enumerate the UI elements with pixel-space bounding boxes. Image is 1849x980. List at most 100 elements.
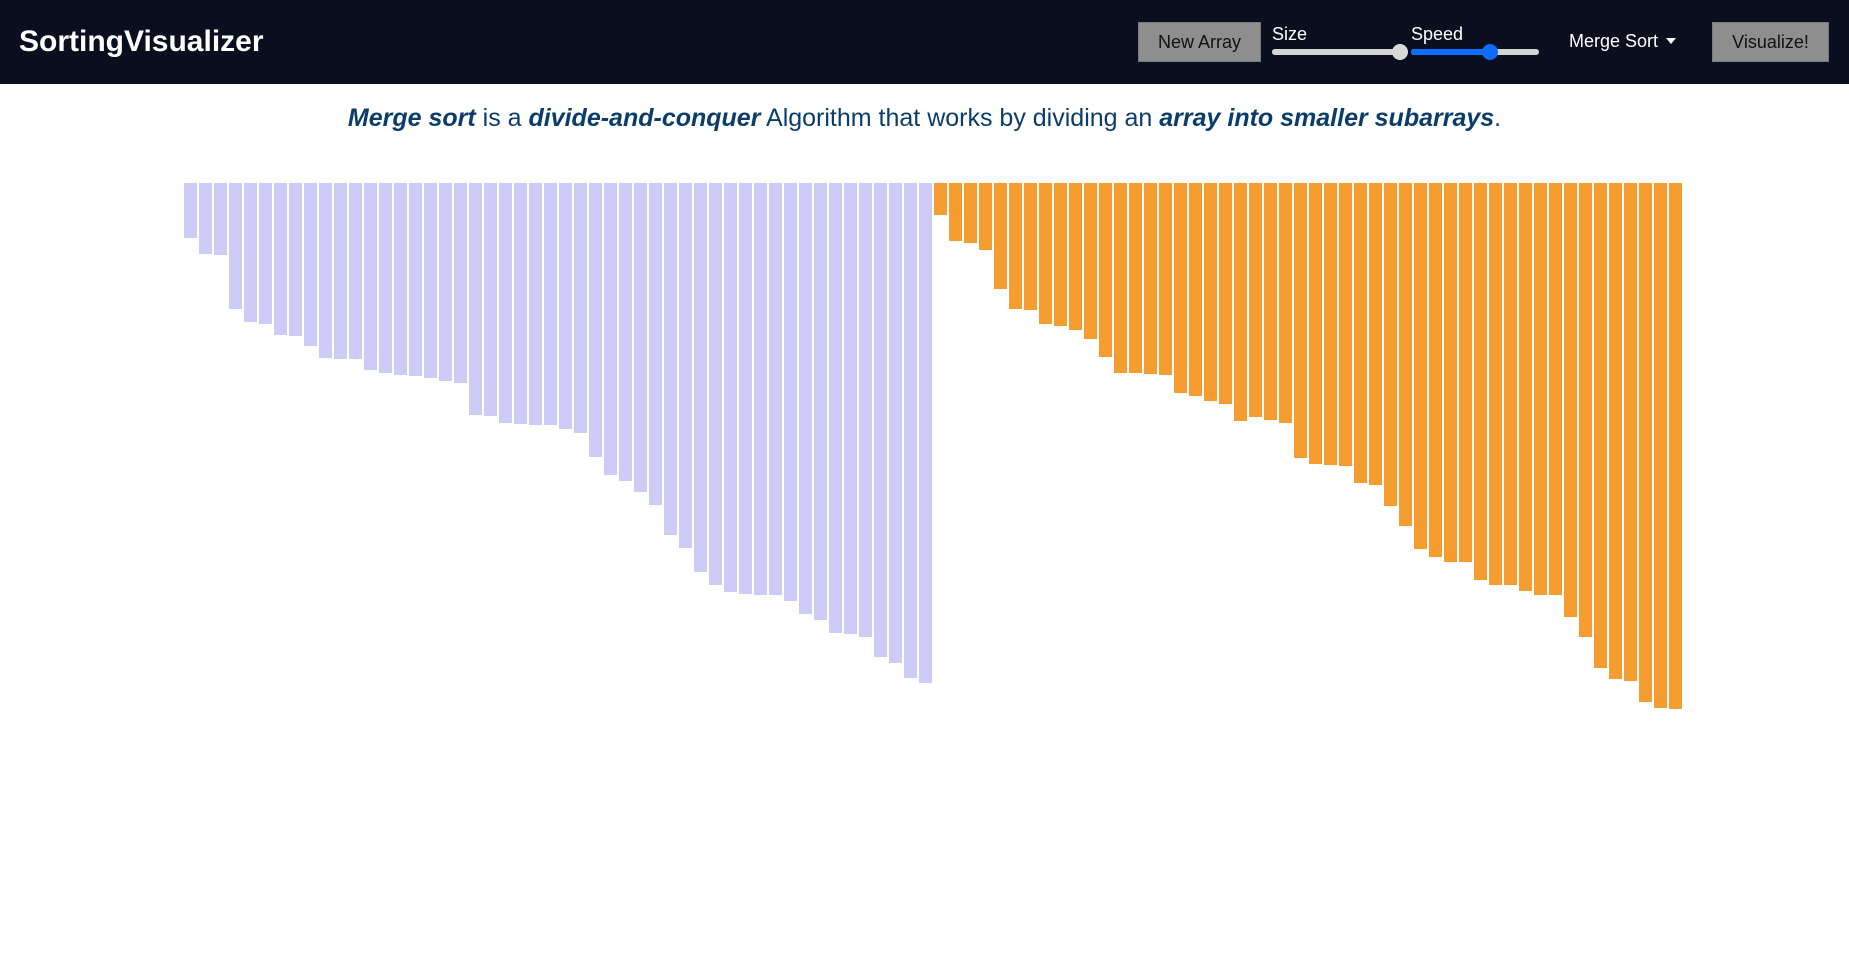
array-bar: [1054, 183, 1067, 326]
array-bar: [619, 183, 632, 481]
array-bar: [664, 183, 677, 535]
brand-title[interactable]: SortingVisualizer: [19, 25, 264, 58]
navbar: SortingVisualizer New Array Size Speed M…: [0, 0, 1849, 84]
array-bar: [499, 183, 512, 423]
array-bar: [874, 183, 887, 657]
array-bar: [949, 183, 962, 241]
array-bar: [1429, 183, 1442, 557]
array-bar: [649, 183, 662, 505]
algorithm-dropdown-label: Merge Sort: [1569, 31, 1659, 51]
array-bar: [709, 183, 722, 585]
array-bar: [439, 183, 452, 381]
array-bar: [364, 183, 377, 370]
desc-subarrays: array into smaller subarrays: [1159, 104, 1495, 132]
array-bar: [229, 183, 242, 309]
array-bar: [994, 183, 1007, 289]
array-bar: [1534, 183, 1547, 595]
array-bar: [1459, 183, 1472, 562]
desc-text-2: Algorithm that works by dividing an: [760, 104, 1160, 132]
array-bar: [1264, 183, 1277, 420]
array-bar: [409, 183, 422, 376]
array-bar: [1129, 183, 1142, 373]
array-bar: [919, 183, 932, 683]
array-bar: [1159, 183, 1172, 375]
array-bar: [859, 183, 872, 637]
array-bar: [1654, 183, 1667, 708]
array-bar: [1069, 183, 1082, 330]
array-bar: [1144, 183, 1157, 374]
desc-algorithm-name: Merge sort: [347, 104, 476, 132]
array-bar: [889, 183, 902, 663]
array-bar: [724, 183, 737, 592]
size-slider[interactable]: [1272, 44, 1408, 60]
array-bar: [844, 183, 857, 634]
array-bar: [904, 183, 917, 678]
size-label: Size: [1272, 24, 1308, 44]
array-bar: [1294, 183, 1307, 458]
array-bar: [1189, 183, 1202, 396]
array-bar: [1414, 183, 1427, 549]
array-bar: [1039, 183, 1052, 324]
array-bar: [1399, 183, 1412, 526]
array-bar: [1519, 183, 1532, 591]
array-bar: [694, 183, 707, 572]
array-bar: [529, 183, 542, 425]
array-bar: [259, 183, 272, 324]
array-bar: [634, 183, 647, 492]
array-bar: [754, 183, 767, 595]
array-bar: [1204, 183, 1217, 401]
speed-label: Speed: [1411, 24, 1464, 44]
array-bar: [304, 183, 317, 346]
array-bar: [589, 183, 602, 457]
array-bar: [1549, 183, 1562, 595]
array-bar: [769, 183, 782, 595]
speed-slider-thumb[interactable]: [1482, 44, 1499, 60]
array-bar: [319, 183, 332, 358]
array-bar: [244, 183, 257, 322]
algorithm-dropdown[interactable]: Merge Sort: [1569, 30, 1677, 52]
array-bar: [1099, 183, 1112, 357]
array-bar: [1309, 183, 1322, 464]
array-bar: [1279, 183, 1292, 423]
array-bar: [1024, 183, 1037, 310]
array-bar: [469, 183, 482, 415]
new-array-button[interactable]: New Array: [1138, 22, 1261, 62]
array-bar: [1504, 183, 1517, 585]
algorithm-description: Merge sort is a divide-and-conquer Algor…: [0, 102, 1849, 134]
array-bar: [484, 183, 497, 416]
array-bar: [1219, 183, 1232, 404]
size-slider-thumb[interactable]: [1392, 44, 1408, 60]
array-bar: [1639, 183, 1652, 702]
array-bar: [544, 183, 557, 425]
array-bar: [934, 183, 947, 215]
array-bar: [1174, 183, 1187, 393]
array-bar: [679, 183, 692, 548]
array-bar: [829, 183, 842, 633]
array-bar: [199, 183, 212, 254]
array-bar: [1234, 183, 1247, 421]
speed-slider-fill: [1411, 49, 1491, 55]
array-bar: [1594, 183, 1607, 668]
visualize-button[interactable]: Visualize!: [1712, 22, 1829, 62]
array-bar: [514, 183, 527, 424]
array-bar: [1249, 183, 1262, 417]
array-bar: [814, 183, 827, 620]
speed-slider[interactable]: [1411, 44, 1539, 60]
array-bar: [184, 183, 197, 238]
array-bar: [274, 183, 287, 335]
array-bar: [424, 183, 437, 378]
array-bar: [1624, 183, 1637, 681]
array-bar: [289, 183, 302, 336]
desc-period: .: [1494, 104, 1502, 132]
array-bar: [1489, 183, 1502, 585]
array-bar: [559, 183, 572, 429]
array-bar: [1324, 183, 1337, 465]
array-bar: [574, 183, 587, 433]
array-bar: [964, 183, 977, 243]
array-bar: [1009, 183, 1022, 309]
array-bars: [184, 183, 1684, 709]
desc-text-1: is a: [475, 104, 529, 132]
array-bar: [349, 183, 362, 359]
array-bar: [1084, 183, 1097, 339]
array-bar: [1564, 183, 1577, 617]
